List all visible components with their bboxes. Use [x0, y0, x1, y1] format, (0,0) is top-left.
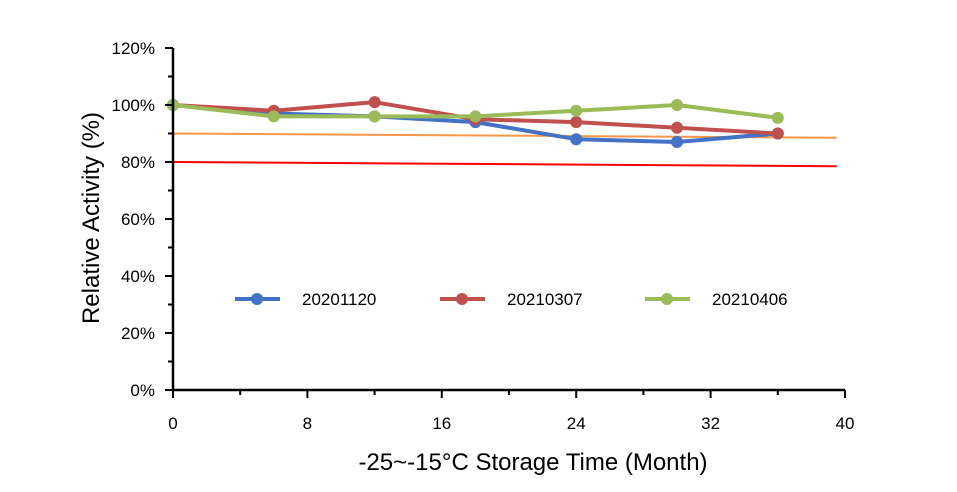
y-tick-label: 20%	[121, 324, 155, 343]
data-point-20201120-4	[570, 133, 583, 146]
y-tick-label: 80%	[121, 153, 155, 172]
x-axis-title: -25~-15°C Storage Time (Month)	[358, 449, 707, 476]
legend-marker-20210307	[456, 293, 468, 305]
x-tick-label: 32	[701, 414, 720, 433]
data-point-20210307-4	[570, 116, 583, 129]
x-tick-label: 8	[303, 414, 312, 433]
data-point-20210406-5	[671, 99, 683, 111]
legend-label-20210307: 20210307	[507, 290, 583, 309]
data-point-20210406-2	[368, 110, 381, 123]
x-tick-label: 0	[168, 414, 177, 433]
x-tick-label: 40	[836, 414, 855, 433]
x-tick-label: 16	[432, 414, 451, 433]
data-point-20210406-3	[469, 110, 482, 123]
y-tick-label: 60%	[121, 210, 155, 229]
legend-marker-20201120	[251, 293, 263, 305]
data-point-20210406-4	[570, 104, 583, 117]
data-point-20210307-5	[671, 121, 683, 134]
y-tick-label: 0%	[130, 381, 155, 400]
x-tick-label: 24	[567, 414, 586, 433]
data-point-20210307-6	[771, 127, 784, 140]
y-tick-label: 40%	[121, 267, 155, 286]
y-tick-label: 100%	[112, 96, 155, 115]
data-point-20201120-5	[671, 136, 683, 149]
data-point-20210406-6	[771, 111, 784, 124]
legend-label-20210406: 20210406	[712, 290, 788, 309]
legend-marker-20210406	[661, 293, 673, 305]
y-axis-title: Relative Activity (%)	[78, 112, 105, 324]
y-tick-label: 120%	[112, 39, 155, 58]
data-point-20210307-2	[368, 96, 381, 109]
legend-label-20201120: 20201120	[302, 290, 376, 309]
reference-line-2	[172, 161, 837, 168]
data-point-20210406-1	[267, 110, 280, 123]
